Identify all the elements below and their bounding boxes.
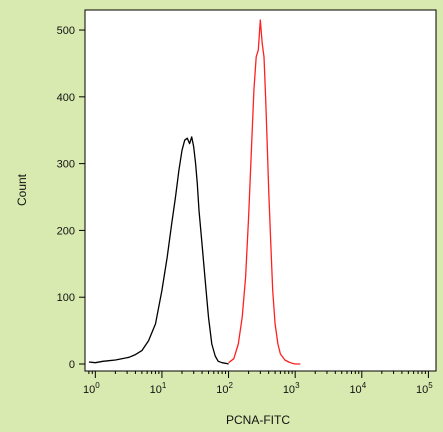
x-axis-label: PCNA-FITC — [226, 413, 290, 427]
red-histogram-line — [228, 19, 301, 365]
y-tick-label: 400 — [57, 92, 75, 104]
x-tick-label: 102 — [216, 381, 233, 396]
y-tick-label: 300 — [57, 159, 75, 171]
x-tick-label: 103 — [283, 381, 300, 396]
x-tick-label: 100 — [83, 381, 100, 396]
y-tick-label: 500 — [57, 25, 75, 37]
black-histogram-line — [88, 136, 229, 365]
y-axis-label: Count — [15, 173, 29, 206]
series-layer — [88, 19, 301, 365]
x-tick-label: 105 — [416, 381, 433, 396]
y-tick-label: 100 — [57, 292, 75, 304]
x-tick-label: 101 — [150, 381, 167, 396]
y-tick-label: 0 — [69, 359, 75, 371]
x-tick-label: 104 — [349, 381, 366, 396]
axis-layer: 0 100 200 300 400 500 100 101 102 103 104 105 — [57, 25, 434, 396]
y-tick-label: 200 — [57, 225, 75, 237]
plot-area — [84, 9, 437, 372]
